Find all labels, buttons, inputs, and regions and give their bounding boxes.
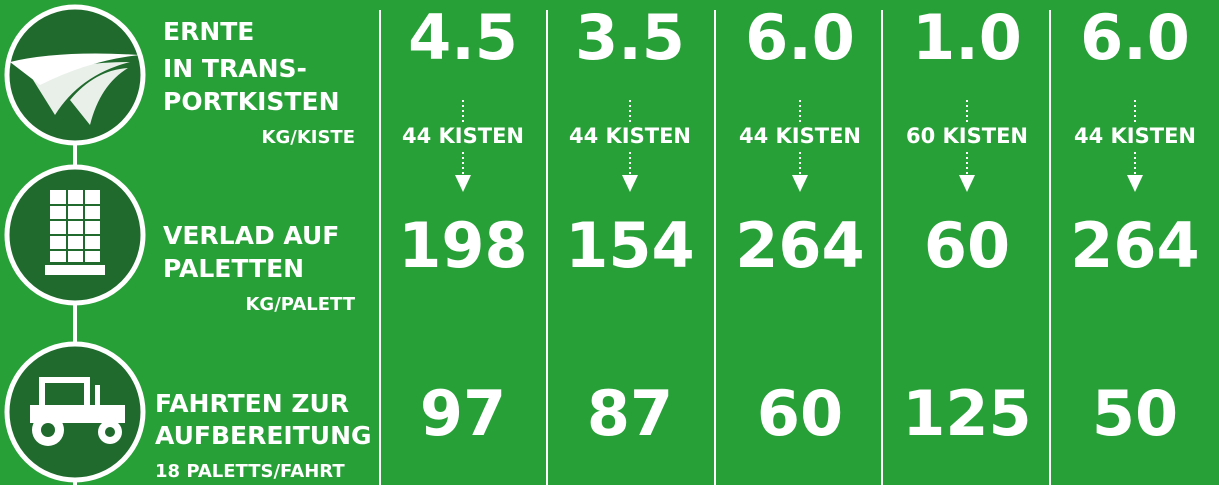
arrow-head bbox=[959, 175, 975, 192]
row-value: 6.0 bbox=[1080, 1, 1190, 74]
row-value: 264 bbox=[735, 209, 864, 282]
tractor-icon bbox=[4, 341, 146, 483]
pallet-icon bbox=[4, 164, 146, 306]
row-value: 87 bbox=[587, 377, 673, 450]
row-label: ERNTE bbox=[163, 17, 254, 46]
row-unit: 18 PALETTS/FAHRT bbox=[155, 461, 345, 482]
row-value: 1.0 bbox=[912, 1, 1022, 74]
row-value: 60 bbox=[757, 377, 843, 450]
arrow-head bbox=[622, 175, 638, 192]
row-value: 154 bbox=[565, 209, 694, 282]
row-value: 6.0 bbox=[745, 1, 855, 74]
crate-count: 44 KISTEN bbox=[402, 124, 524, 148]
crate-count: 44 KISTEN bbox=[569, 124, 691, 148]
row-value: 3.5 bbox=[575, 1, 685, 74]
arrow-head bbox=[1127, 175, 1143, 192]
row-label: IN TRANS- bbox=[163, 54, 307, 83]
row-label: AUFBEREITUNG bbox=[155, 421, 372, 450]
row-value: 264 bbox=[1070, 209, 1199, 282]
row-value: 60 bbox=[924, 209, 1010, 282]
row-value: 125 bbox=[902, 377, 1031, 450]
row-label: VERLAD AUF bbox=[163, 221, 339, 250]
row-unit: KG/KISTE bbox=[262, 127, 355, 148]
row-value: 50 bbox=[1092, 377, 1178, 450]
crate-count: 44 KISTEN bbox=[739, 124, 861, 148]
row-value: 97 bbox=[420, 377, 506, 450]
row-label: PORTKISTEN bbox=[163, 87, 340, 116]
row-unit: KG/PALETT bbox=[245, 294, 355, 315]
row-value: 198 bbox=[398, 209, 527, 282]
arrow-head bbox=[792, 175, 808, 192]
field-icon bbox=[4, 4, 146, 146]
row-value: 4.5 bbox=[408, 1, 518, 74]
crate-count: 44 KISTEN bbox=[1074, 124, 1196, 148]
row-label: FAHRTEN ZUR bbox=[155, 389, 349, 418]
row-label: PALETTEN bbox=[163, 254, 304, 283]
crate-count: 60 KISTEN bbox=[906, 124, 1028, 148]
arrow-head bbox=[455, 175, 471, 192]
